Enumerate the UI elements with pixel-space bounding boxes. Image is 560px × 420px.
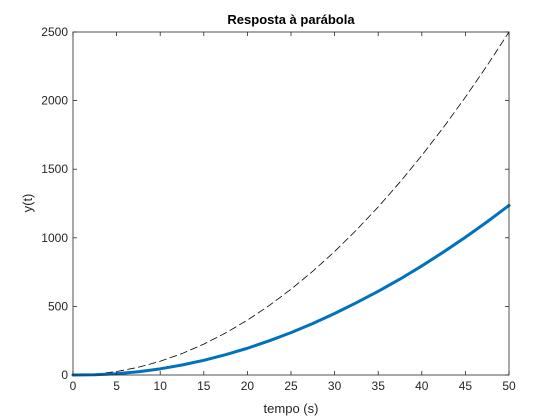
- x-tick-label: 0: [70, 379, 77, 393]
- plot-area: [73, 32, 509, 375]
- chart-title: Resposta à parábola: [227, 12, 355, 27]
- x-tick-label: 50: [502, 379, 516, 393]
- x-tick-label: 20: [241, 379, 255, 393]
- y-tick-label: 1500: [41, 162, 68, 176]
- x-tick-label: 40: [415, 379, 429, 393]
- x-tick-label: 30: [328, 379, 342, 393]
- x-tick-label: 5: [113, 379, 120, 393]
- y-tick-label: 2500: [41, 25, 68, 39]
- y-tick-label: 0: [61, 368, 68, 382]
- series-layer: [71, 31, 511, 377]
- x-tick-label: 15: [197, 379, 211, 393]
- x-axis-label: tempo (s): [264, 401, 319, 416]
- x-tick-label: 35: [372, 379, 386, 393]
- x-tick-label: 10: [154, 379, 168, 393]
- y-tick-label: 1000: [41, 231, 68, 245]
- x-tick-label: 25: [284, 379, 298, 393]
- response-line: [71, 203, 511, 377]
- y-tick-label: 2000: [41, 94, 68, 108]
- x-tick-label: 45: [459, 379, 473, 393]
- y-tick-label: 500: [48, 299, 68, 313]
- y-axis-label: y(t): [20, 194, 35, 213]
